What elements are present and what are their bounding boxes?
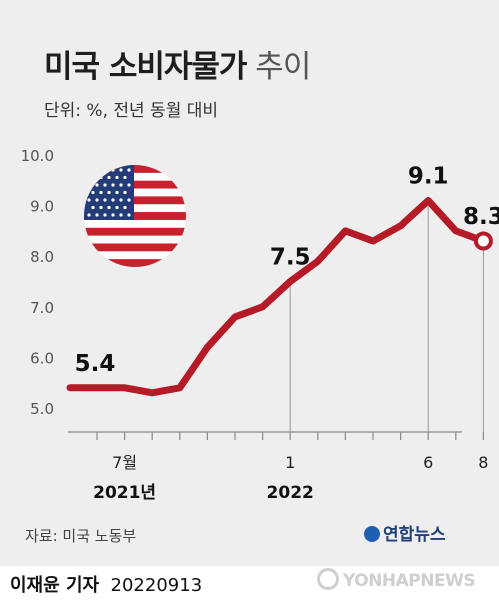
flag-star — [115, 175, 119, 180]
publish-date: 20220913 — [110, 575, 203, 596]
x-tick-label: 6 — [423, 453, 433, 472]
cpi-line-chart: 10.0 9.0 8.0 7.0 6.0 5.0 7월 2021년 1 2022 6 8 5.4 7.… — [21, 147, 499, 503]
chart-card: 미국 소비자물가 추이 단위: %, 전년 동월 대비 10.0 9.0 8.0 7.… — [0, 0, 499, 566]
us-flag-icon — [84, 165, 186, 267]
data-label: 9.1 — [408, 164, 449, 190]
x-year-label: 2022 — [267, 483, 314, 503]
flag-star — [111, 183, 115, 187]
x-year-label: 2021년 — [93, 483, 156, 503]
source-note: 자료: 미국 노동부 — [25, 527, 137, 545]
yonhap-logo: 연합뉴스 — [364, 520, 446, 545]
y-tick-label: 6.0 — [30, 349, 54, 367]
flag-star — [111, 213, 115, 217]
chart-title: 미국 소비자물가 추이 — [44, 41, 311, 86]
flag-star — [95, 183, 99, 187]
flag-star — [107, 190, 111, 195]
cpi-series-line — [66, 197, 487, 397]
flag-star — [107, 205, 111, 210]
title-main: 미국 소비자물가 — [44, 49, 247, 85]
end-point-marker — [473, 231, 493, 251]
flag-star — [123, 175, 127, 180]
logo-mark-icon — [364, 526, 380, 542]
y-tick-label: 7.0 — [30, 299, 54, 317]
flag-star — [127, 168, 131, 172]
flag-star — [99, 190, 103, 195]
flag-star — [111, 198, 115, 202]
flag-star — [119, 168, 123, 172]
flag-star — [127, 198, 131, 202]
x-axis: 7월 2021년 1 2022 6 8 — [68, 431, 488, 503]
flag-stripe — [84, 196, 186, 205]
flag-star — [115, 190, 119, 195]
logo-text: 연합뉴스 — [383, 525, 446, 545]
flag-star — [123, 190, 127, 195]
flag-stripe — [84, 212, 186, 220]
flag-star — [99, 205, 103, 210]
flag-stripe — [84, 227, 186, 236]
data-label: 5.4 — [75, 351, 116, 377]
series-group — [66, 197, 493, 397]
watermark-text: YONHAPNEWS — [343, 571, 476, 591]
flag-star — [87, 168, 91, 172]
flag-star — [87, 183, 91, 187]
y-tick-label: 9.0 — [30, 198, 54, 216]
x-tick-label: 1 — [285, 453, 295, 472]
reporter-name: 이재윤 기자 — [10, 575, 100, 596]
flag-star — [91, 190, 95, 195]
y-tick-label: 5.0 — [30, 400, 54, 418]
flag-star — [119, 183, 123, 187]
flag-star — [127, 183, 131, 187]
x-tick-label: 8 — [478, 453, 488, 472]
unit-subtitle: 단위: %, 전년 동월 대비 — [44, 101, 219, 121]
flag-star — [103, 183, 107, 187]
flag-star — [95, 168, 99, 172]
y-axis: 10.0 9.0 8.0 7.0 6.0 5.0 — [21, 147, 54, 418]
flag-star — [127, 213, 131, 217]
flag-star — [115, 205, 119, 210]
watermark: YONHAPNEWS — [317, 568, 476, 591]
x-tick-label: 7월 — [112, 453, 137, 472]
flag-star — [91, 205, 95, 210]
flag-stripe — [84, 165, 186, 173]
flag-star — [107, 175, 111, 180]
flag-star — [103, 198, 107, 202]
byline: 이재윤 기자 20220913 — [10, 571, 202, 597]
flag-star — [111, 168, 115, 172]
flag-star — [119, 213, 123, 217]
flag-star — [99, 175, 103, 180]
flag-star — [87, 198, 91, 202]
guide-lines — [289, 204, 484, 432]
flag-star — [95, 213, 99, 217]
flag-star — [123, 205, 127, 210]
flag-star — [103, 168, 107, 172]
y-tick-label: 10.0 — [21, 147, 54, 165]
flag-stripe — [84, 243, 186, 252]
flag-star — [95, 198, 99, 202]
data-label: 7.5 — [270, 245, 311, 271]
flag-star — [103, 213, 107, 217]
data-label: 8.3 — [463, 204, 499, 230]
watermark-ring-icon — [317, 568, 339, 590]
title-suffix: 추이 — [255, 49, 311, 85]
flag-star — [87, 213, 91, 217]
flag-stripe — [84, 180, 186, 189]
flag-stripe — [84, 259, 186, 267]
flag-star — [119, 198, 123, 202]
y-tick-label: 8.0 — [30, 248, 54, 266]
flag-star — [91, 175, 95, 180]
data-labels: 5.4 7.5 9.1 8.3 — [75, 164, 499, 377]
